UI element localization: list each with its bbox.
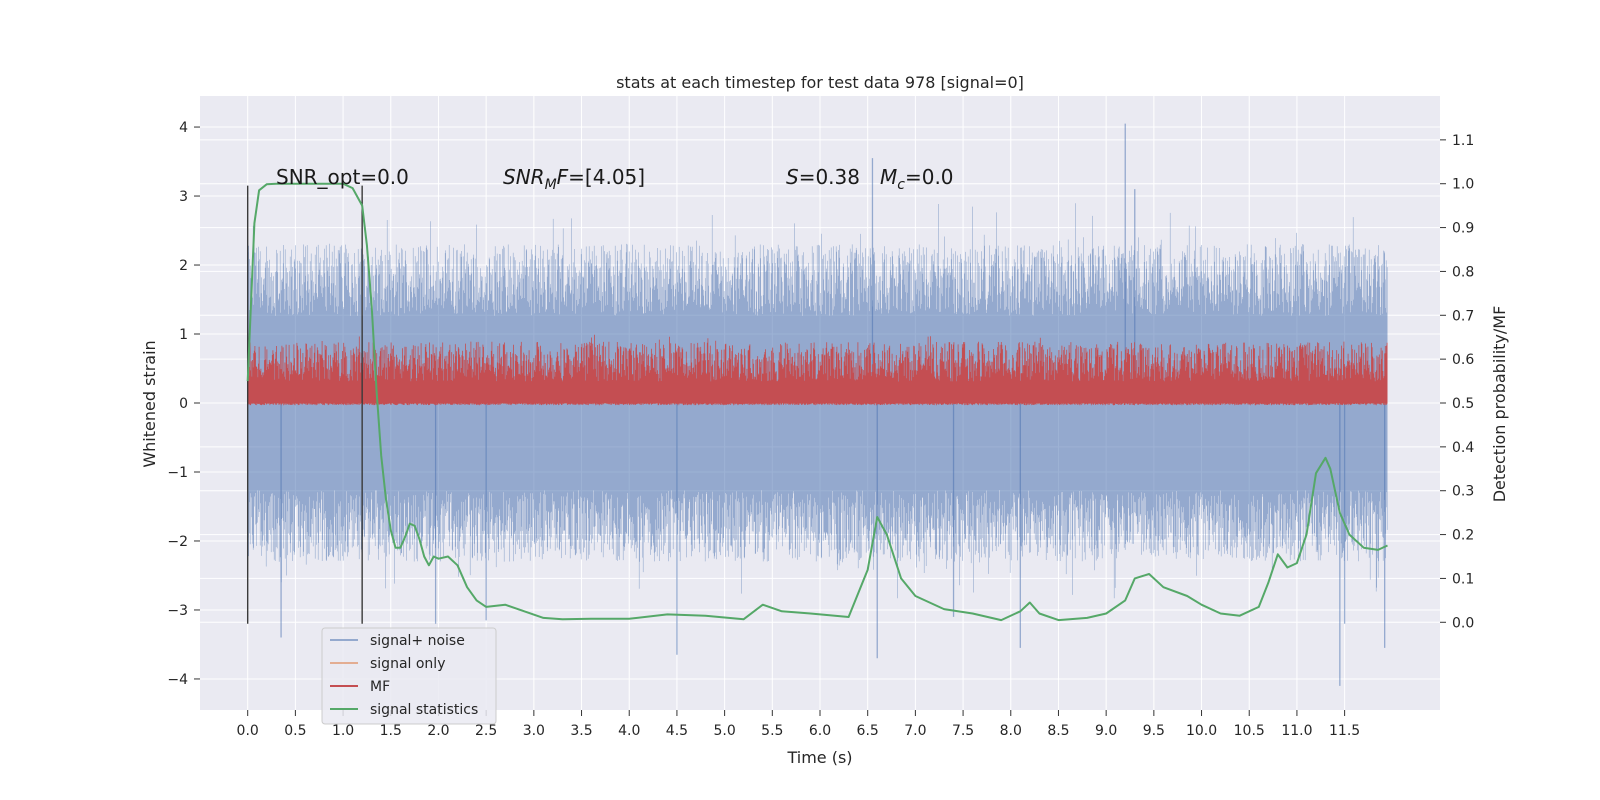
x-tick-label: 5.5: [761, 723, 783, 739]
annotation-snr-opt: SNR_opt=0.0: [276, 165, 409, 189]
annotation-s-name: S: [786, 165, 799, 189]
x-tick-label: 1.5: [380, 723, 402, 739]
x-tick-label: 6.0: [809, 723, 831, 739]
x-tick-label: 7.0: [904, 723, 926, 739]
x-tick-label: 7.5: [952, 723, 974, 739]
x-tick-label: 3.0: [523, 723, 545, 739]
x-tick-label: 1.0: [332, 723, 354, 739]
x-tick-label: 2.5: [475, 723, 497, 739]
annotation-s-value: =0.38: [799, 165, 860, 189]
x-tick-label: 9.5: [1143, 723, 1165, 739]
x-tick-label: 10.0: [1186, 723, 1217, 739]
annotation-snr-mf-name: SNR: [503, 165, 545, 189]
signal-statistics-line: [246, 182, 1388, 622]
legend-label-signal-only: signal only: [370, 656, 445, 672]
vertical-markers: [246, 185, 363, 624]
annotation-snr-mf-tail: F: [557, 165, 569, 189]
y-left-tick-label: 4: [179, 120, 188, 136]
x-tick-label: 8.0: [1000, 723, 1022, 739]
legend: signal+ noise signal only MF signal stat…: [321, 627, 497, 725]
y-right-tick-label: 0.7: [1452, 308, 1474, 324]
annotation-snr-mf: SNRMF=[4.05]: [503, 165, 645, 193]
annotation-mc: Mc=0.0: [880, 165, 954, 193]
annotation-mc-name: M: [880, 165, 897, 189]
y-left-axis-ticks: 4 3 2 1 0 −1 −2 −3 −4: [167, 120, 200, 688]
y-right-tick-label: 0.2: [1452, 528, 1474, 544]
y-right-tick-label: 1.1: [1452, 133, 1474, 149]
annotation-mc-value: =0.0: [905, 165, 954, 189]
legend-box: [321, 627, 497, 725]
x-tick-label: 2.0: [427, 723, 449, 739]
annotation-s: S=0.38: [786, 165, 860, 189]
y-right-tick-label: 0.8: [1452, 264, 1474, 280]
y-left-tick-label: −4: [167, 672, 188, 688]
x-tick-label: 0.0: [237, 723, 259, 739]
y-right-tick-label: 0.0: [1452, 615, 1474, 631]
y-right-tick-label: 0.9: [1452, 221, 1474, 237]
x-tick-label: 3.5: [570, 723, 592, 739]
x-axis-label: Time (s): [786, 748, 852, 767]
legend-label-mf: MF: [370, 679, 390, 695]
y-right-tick-label: 0.5: [1452, 396, 1474, 412]
x-tick-label: 6.5: [857, 723, 879, 739]
y-left-tick-label: 2: [179, 258, 188, 274]
y-left-tick-label: 1: [179, 327, 188, 343]
legend-label-signal-statistics: signal statistics: [370, 702, 478, 718]
y-right-axis-label: Detection probability/MF: [1490, 306, 1509, 503]
x-axis-ticks: 0.0 0.5 1.0 1.5 2.0 2.5 3.0 3.5 4.0 4.5 5.0 5.5 6.0 6…: [237, 710, 1360, 739]
y-left-tick-label: −1: [167, 465, 188, 481]
x-tick-label: 11.0: [1281, 723, 1312, 739]
y-right-tick-label: 0.4: [1452, 440, 1474, 456]
x-tick-label: 9.0: [1095, 723, 1117, 739]
x-tick-label: 4.0: [618, 723, 640, 739]
x-tick-label: 0.5: [284, 723, 306, 739]
y-left-tick-label: 3: [179, 189, 188, 205]
annotation-snr-mf-subscript: M: [545, 177, 557, 193]
x-tick-label: 10.5: [1234, 723, 1265, 739]
annotation-mc-subscript: c: [897, 177, 905, 193]
chart-title: stats at each timestep for test data 978…: [616, 73, 1024, 92]
y-right-tick-label: 0.3: [1452, 484, 1474, 500]
y-right-tick-label: 0.1: [1452, 571, 1474, 587]
y-right-tick-label: 0.6: [1452, 352, 1474, 368]
x-tick-label: 11.5: [1329, 723, 1360, 739]
annotation-snr-mf-value: =[4.05]: [568, 165, 645, 189]
signal-statistics-series: [246, 182, 1388, 622]
y-left-axis-label: Whitened strain: [140, 340, 159, 467]
y-left-tick-label: −2: [167, 534, 188, 550]
x-tick-label: 8.5: [1047, 723, 1069, 739]
y-left-tick-label: −3: [167, 603, 188, 619]
x-tick-label: 4.5: [666, 723, 688, 739]
y-left-tick-label: 0: [179, 396, 188, 412]
x-tick-label: 5.0: [713, 723, 735, 739]
y-right-axis-ticks: 1.1 1.0 0.9 0.8 0.7 0.6 0.5 0.4 0.3 0.2 0.1 0.0: [1440, 133, 1474, 631]
y-right-tick-label: 1.0: [1452, 177, 1474, 193]
legend-label-signal-noise: signal+ noise: [370, 633, 465, 649]
